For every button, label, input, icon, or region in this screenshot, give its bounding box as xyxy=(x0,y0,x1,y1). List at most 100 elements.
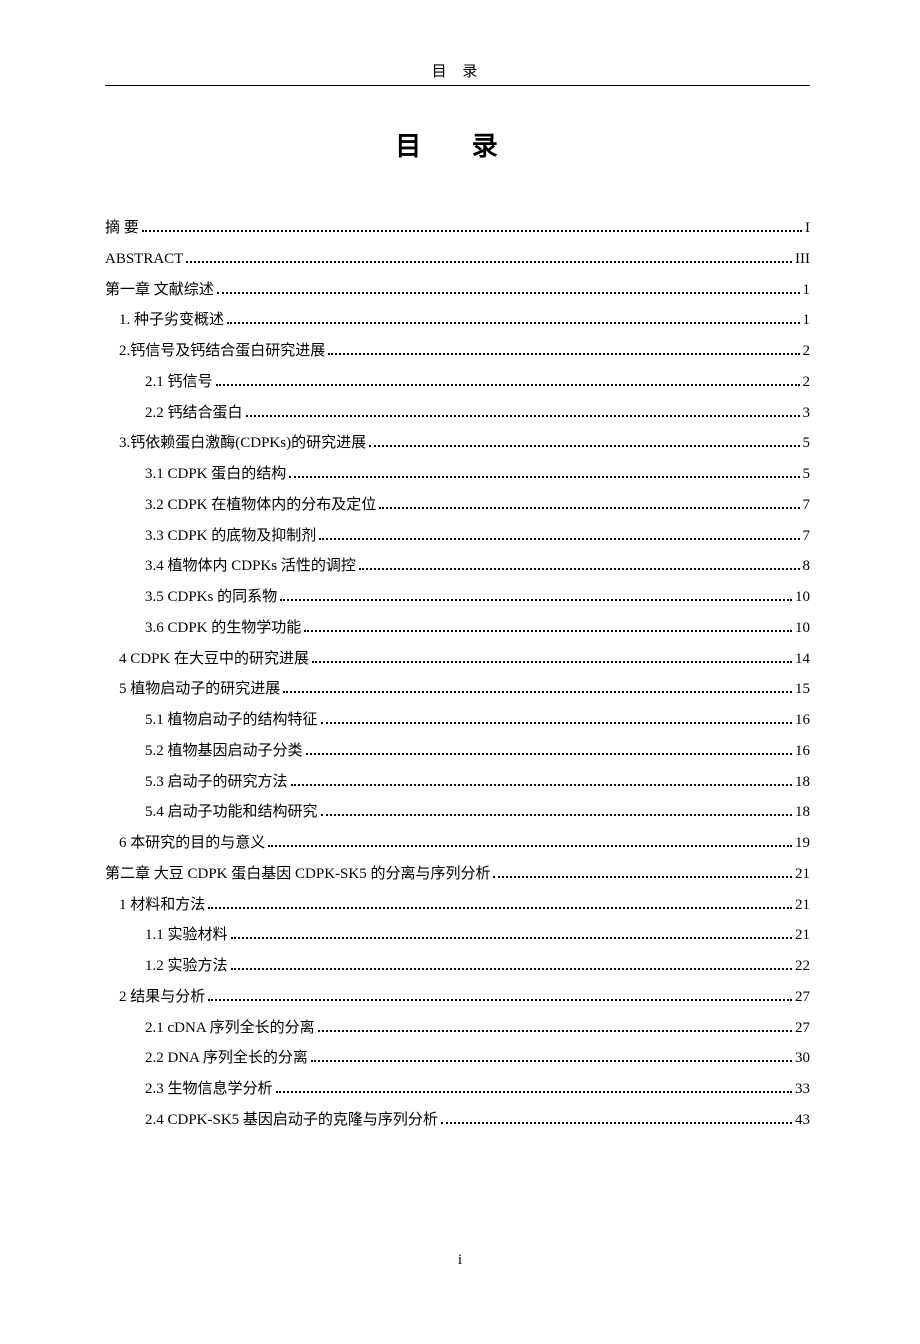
toc-leader-dots xyxy=(231,937,792,939)
toc-entry: 2.2 DNA 序列全长的分离30 xyxy=(105,1043,810,1074)
toc-entry-label: 3.4 植物体内 CDPKs 活性的调控 xyxy=(145,551,356,582)
toc-leader-dots xyxy=(321,722,792,724)
toc-entry-label: 2.3 生物信息学分析 xyxy=(145,1074,273,1105)
toc-entry-label: 5 植物启动子的研究进展 xyxy=(119,674,280,705)
toc-entry-page: 10 xyxy=(795,582,810,613)
toc-leader-dots xyxy=(328,353,799,355)
toc-entry: 3.4 植物体内 CDPKs 活性的调控 8 xyxy=(105,551,810,582)
toc-entry-page: 1 xyxy=(803,275,811,306)
toc-entry: 1. 种子劣变概述 1 xyxy=(105,305,810,336)
toc-leader-dots xyxy=(208,907,792,909)
toc-leader-dots xyxy=(283,691,792,693)
toc-leader-dots xyxy=(359,568,800,570)
toc-leader-dots xyxy=(319,538,799,540)
toc-leader-dots xyxy=(493,876,792,878)
toc-entry: 2.4 CDPK-SK5 基因启动子的克隆与序列分析43 xyxy=(105,1105,810,1136)
toc-entry-page: 22 xyxy=(795,951,810,982)
toc-entry-page: III xyxy=(795,244,810,275)
page-header-rule: 目 录 xyxy=(105,60,810,86)
toc-entry: 5.1 植物启动子的结构特征 16 xyxy=(105,705,810,736)
page-container: 目 录 目 录 摘 要IABSTRACTIII第一章 文献综述11. 种子劣变概… xyxy=(0,0,920,1176)
toc-entry-label: 2 结果与分析 xyxy=(119,982,205,1013)
toc-entry-page: 5 xyxy=(803,459,811,490)
toc-leader-dots xyxy=(289,476,799,478)
toc-entry-label: 5.1 植物启动子的结构特征 xyxy=(145,705,318,736)
toc-entry: 5.2 植物基因启动子分类 16 xyxy=(105,736,810,767)
toc-entry-label: 3.钙依赖蛋白激酶(CDPKs)的研究进展 xyxy=(119,428,366,459)
toc-entry-label: 1 材料和方法 xyxy=(119,890,205,921)
toc-entry: 2 结果与分析 27 xyxy=(105,982,810,1013)
toc-entry-label: 3.3 CDPK 的底物及抑制剂 xyxy=(145,521,316,552)
toc-entry-label: 5.2 植物基因启动子分类 xyxy=(145,736,303,767)
toc-entry-label: 3.2 CDPK 在植物体内的分布及定位 xyxy=(145,490,376,521)
toc-entry-page: 1 xyxy=(803,305,811,336)
toc-entry-page: 2 xyxy=(803,336,811,367)
toc-entry: 第一章 文献综述 1 xyxy=(105,275,810,306)
toc-entry-page: 8 xyxy=(803,551,811,582)
toc-entry: 1.2 实验方法 22 xyxy=(105,951,810,982)
toc-leader-dots xyxy=(379,507,799,509)
toc-leader-dots xyxy=(246,415,800,417)
toc-entry-page: 30 xyxy=(795,1043,810,1074)
toc-entry-page: 21 xyxy=(795,859,810,890)
toc-leader-dots xyxy=(276,1091,792,1093)
toc-entry: 6 本研究的目的与意义 19 xyxy=(105,828,810,859)
toc-leader-dots xyxy=(227,322,799,324)
toc-entry: 3.6 CDPK 的生物学功能10 xyxy=(105,613,810,644)
toc-entry: 3.5 CDPKs 的同系物10 xyxy=(105,582,810,613)
toc-entry: 5 植物启动子的研究进展 15 xyxy=(105,674,810,705)
toc-leader-dots xyxy=(291,784,792,786)
toc-leader-dots xyxy=(186,261,792,263)
toc-entry-page: 7 xyxy=(803,521,811,552)
toc-entry-page: 33 xyxy=(795,1074,810,1105)
toc-leader-dots xyxy=(280,599,792,601)
toc-entry-label: 4 CDPK 在大豆中的研究进展 xyxy=(119,644,309,675)
toc-leader-dots xyxy=(318,1030,792,1032)
toc-entry: 3.2 CDPK 在植物体内的分布及定位7 xyxy=(105,490,810,521)
toc-leader-dots xyxy=(369,445,799,447)
toc-entry-page: 10 xyxy=(795,613,810,644)
toc-entry-page: 16 xyxy=(795,736,810,767)
toc-leader-dots xyxy=(441,1122,792,1124)
toc-entry-label: 1.2 实验方法 xyxy=(145,951,228,982)
toc-entry-page: 19 xyxy=(795,828,810,859)
page-header-label: 目 录 xyxy=(432,60,484,81)
toc-entry: ABSTRACTIII xyxy=(105,244,810,275)
toc-entry: 2.2 钙结合蛋白3 xyxy=(105,398,810,429)
toc-leader-dots xyxy=(306,753,792,755)
toc-leader-dots xyxy=(216,384,800,386)
toc-entry-page: 3 xyxy=(803,398,811,429)
toc-entry-page: 14 xyxy=(795,644,810,675)
toc-entry-page: 21 xyxy=(795,890,810,921)
toc-entry: 第二章 大豆 CDPK 蛋白基因 CDPK-SK5 的分离与序列分析 21 xyxy=(105,859,810,890)
toc-entry: 5.3 启动子的研究方法18 xyxy=(105,767,810,798)
toc-leader-dots xyxy=(321,814,792,816)
toc-entry: 2.1 cDNA 序列全长的分离27 xyxy=(105,1013,810,1044)
toc-entry-label: 5.4 启动子功能和结构研究 xyxy=(145,797,318,828)
toc-main-title: 目 录 xyxy=(105,126,810,163)
toc-leader-dots xyxy=(208,999,792,1001)
toc-leader-dots xyxy=(312,661,792,663)
toc-entry: 1 材料和方法 21 xyxy=(105,890,810,921)
toc-entry: 4 CDPK 在大豆中的研究进展 14 xyxy=(105,644,810,675)
toc-entry-label: 摘 要 xyxy=(105,213,139,244)
toc-entry: 5.4 启动子功能和结构研究18 xyxy=(105,797,810,828)
toc-leader-dots xyxy=(231,968,792,970)
toc-list: 摘 要IABSTRACTIII第一章 文献综述11. 种子劣变概述12.钙信号及… xyxy=(105,213,810,1136)
toc-entry: 2.3 生物信息学分析 33 xyxy=(105,1074,810,1105)
toc-entry: 1.1 实验材料21 xyxy=(105,920,810,951)
toc-entry-page: I xyxy=(805,213,810,244)
toc-entry-page: 15 xyxy=(795,674,810,705)
toc-entry-label: 1. 种子劣变概述 xyxy=(119,305,224,336)
toc-entry: 2.1 钙信号2 xyxy=(105,367,810,398)
toc-entry-label: 6 本研究的目的与意义 xyxy=(119,828,265,859)
toc-entry-label: 1.1 实验材料 xyxy=(145,920,228,951)
toc-entry-page: 27 xyxy=(795,982,810,1013)
toc-entry-page: 27 xyxy=(795,1013,810,1044)
toc-entry-label: 第二章 大豆 CDPK 蛋白基因 CDPK-SK5 的分离与序列分析 xyxy=(105,859,490,890)
page-footer-number: i xyxy=(0,1252,920,1269)
toc-entry-page: 16 xyxy=(795,705,810,736)
toc-entry: 摘 要I xyxy=(105,213,810,244)
toc-entry-label: 第一章 文献综述 xyxy=(105,275,214,306)
toc-entry-label: 2.4 CDPK-SK5 基因启动子的克隆与序列分析 xyxy=(145,1105,438,1136)
